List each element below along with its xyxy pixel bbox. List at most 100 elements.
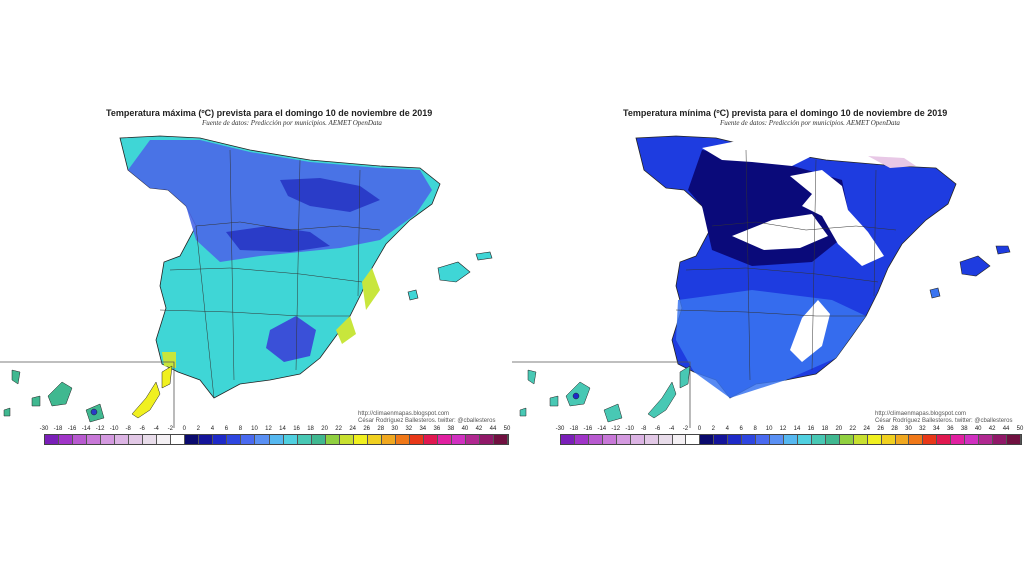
scale-color-swatch [59,435,74,444]
scale-color-swatch [451,435,466,444]
snow-southeast [790,300,830,362]
scale-tick-label: 4 [210,426,215,432]
scale-tick-label: 10 [251,426,258,432]
scale-color-swatch [561,435,575,444]
menorca-min [995,245,1011,255]
scale-tick-label: 0 [697,426,702,432]
scale-color-swatch [325,435,340,444]
scale-tick-label: 38 [960,426,968,432]
canary-inset-frame [0,361,175,428]
scale-tick-label: 42 [988,426,996,432]
scale-color-swatch [283,435,298,444]
scale-color-swatch [700,435,715,444]
min-credit-author: César Rodríguez Ballesteros. twitter: @c… [875,418,1013,424]
scale-color-swatch [784,435,798,444]
mallorca-max [437,261,471,283]
warm-coast-south [336,316,356,344]
scale-color-swatch [381,435,396,444]
scale-tick-label: 4 [725,426,729,432]
scale-color-swatch [993,435,1007,444]
scale-color-swatch [157,435,172,444]
min-temp-title: Temperatura mínima (ºC) prevista para el… [623,108,948,118]
ibiza-min [929,287,941,299]
scale-tick-label: 50 [503,426,511,432]
scale-tick-label: 0 [182,426,186,432]
scale-tick-label: -16 [583,426,593,432]
scale-color-swatch [909,435,924,444]
scale-color-swatch [630,435,645,444]
scale-tick-label: 36 [946,426,954,432]
scale-tick-label: -4 [668,426,675,432]
scale-color-swatch [616,435,631,444]
cold-zone-south [266,316,316,362]
scale-tick-label: -8 [125,426,131,432]
scale-color-swatch [979,435,994,444]
scale-color-swatch [297,435,312,444]
scale-color-swatch [895,435,910,444]
scale-tick-label: 24 [349,426,356,432]
scale-tick-label: -30 [39,426,49,432]
min-credit-url: http://climaenmapas.blogspot.com [875,411,967,417]
scale-color-swatch [311,435,326,444]
scale-tick-label: -18 [53,426,63,432]
scale-color-swatch [255,435,270,444]
scale-color-swatch [185,435,200,444]
scale-tick-label: 14 [793,426,801,432]
scale-tick-label: -10 [109,426,119,432]
scale-color-swatch [825,435,840,444]
snow-iberian [790,170,884,266]
scale-color-swatch [1007,435,1021,444]
snow-pyrenees [868,156,916,168]
scale-color-swatch [171,435,186,444]
scale-tick-label: 22 [849,426,857,432]
mallorca-min [959,255,991,277]
scale-color-swatch [867,435,882,444]
scale-tick-label: -10 [625,426,635,432]
scale-color-swatch [672,435,687,444]
scale-color-swatch [714,435,729,444]
scale-tick-label: 38 [447,426,455,432]
scale-tick-label: 20 [321,426,328,432]
scale-tick-label: 44 [1002,426,1010,432]
scale-tick-label: 34 [933,426,940,432]
scale-tick-label: 16 [807,426,815,432]
scale-tick-label: 8 [753,426,757,432]
scale-color-swatch [853,435,868,444]
scale-color-swatch [728,435,743,444]
scale-color-swatch [797,435,812,444]
max-credit-author: César Rodríguez Ballesteros. twitter: @c… [358,418,496,424]
scale-tick-label: -14 [81,426,91,432]
scale-tick-label: 28 [377,426,385,432]
scale-tick-label: -6 [139,426,145,432]
scale-tick-label: 36 [433,426,441,432]
scale-color-swatch [839,435,854,444]
scale-color-swatch [73,435,88,444]
scale-tick-label: 12 [779,426,787,432]
scale-tick-label: 18 [307,426,314,432]
scale-color-swatch [923,435,938,444]
scale-tick-label: 34 [419,426,427,432]
province-borders-min [675,149,897,381]
scale-tick-label: 40 [974,426,982,432]
scale-tick-label: 26 [877,426,884,432]
scale-tick-label: -8 [640,426,647,432]
scale-color-swatch [951,435,966,444]
scale-tick-label: 20 [835,426,843,432]
scale-tick-label: 32 [405,426,413,432]
scale-tick-label: 6 [739,426,743,432]
cold-zone-mountains [280,178,380,212]
scale-color-swatch [465,435,480,444]
max-scale-bar [44,434,509,445]
canary-inset-frame-min [512,361,691,428]
scale-color-swatch [644,435,659,444]
province-borders [159,149,381,399]
scale-color-swatch [45,435,60,444]
cold-zone-central [226,226,330,252]
scale-color-swatch [269,435,284,444]
scale-tick-label: 8 [238,426,243,432]
scale-color-swatch [199,435,214,444]
scale-color-swatch [742,435,757,444]
scale-color-swatch [409,435,424,444]
scale-tick-label: 6 [224,426,229,432]
light-south-zone [676,290,866,398]
